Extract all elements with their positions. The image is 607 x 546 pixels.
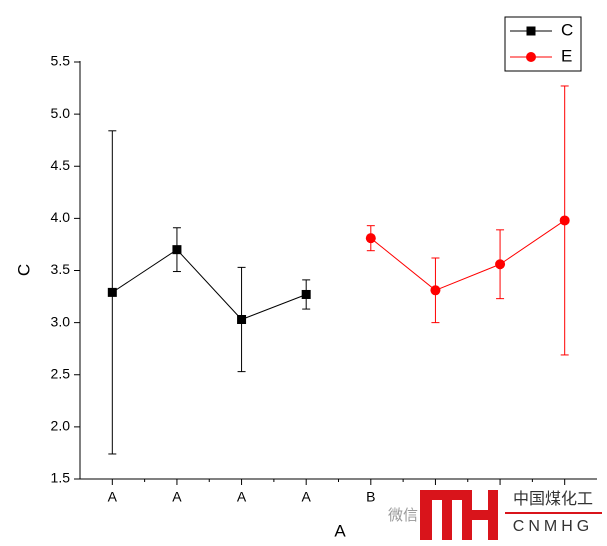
y-tick-label: 2.0	[51, 418, 71, 434]
watermark-text: CNMHG	[513, 518, 593, 535]
x-tick-label: A	[302, 489, 312, 505]
y-tick-label: 2.5	[51, 365, 71, 381]
legend: CE	[504, 16, 582, 72]
series-line	[112, 248, 307, 321]
series	[365, 85, 570, 356]
y-tick-label: 1.5	[51, 470, 71, 486]
y-tick-label: 4.5	[51, 157, 71, 173]
marker	[526, 26, 536, 36]
marker	[495, 259, 506, 270]
y-tick-label: 3.5	[51, 261, 71, 277]
logo-shape	[472, 510, 490, 520]
legend-label: C	[561, 20, 573, 39]
logo-shape	[442, 490, 452, 540]
y-tick-label: 3.0	[51, 313, 71, 329]
marker	[237, 314, 247, 324]
x-tick-label: A	[237, 489, 247, 505]
y-tick-label: 5.5	[51, 53, 71, 69]
logo-shape	[420, 490, 432, 540]
logo-shape	[488, 490, 498, 540]
legend-label: E	[561, 46, 572, 65]
marker	[172, 245, 182, 255]
watermark-text: 中国煤化工	[513, 490, 593, 508]
marker	[301, 289, 311, 299]
marker	[365, 233, 376, 244]
series-line	[370, 220, 565, 291]
y-tick-label: 4.0	[51, 209, 71, 225]
x-tick-label: A	[108, 489, 118, 505]
y-tick-label: 5.0	[51, 105, 71, 121]
x-tick-label: B	[366, 489, 375, 505]
marker	[430, 285, 441, 296]
x-tick-label: A	[172, 489, 182, 505]
marker	[107, 287, 117, 297]
logo-shape	[462, 490, 472, 540]
series	[107, 130, 311, 455]
marker	[559, 215, 570, 226]
marker	[526, 52, 536, 62]
legend-box	[504, 16, 582, 72]
x-axis-title: A	[334, 521, 346, 540]
watermark-text: 微信	[388, 507, 418, 524]
watermark: 微信 中国煤化工 CNMHG	[388, 490, 602, 540]
y-axis-title: C	[14, 264, 33, 276]
